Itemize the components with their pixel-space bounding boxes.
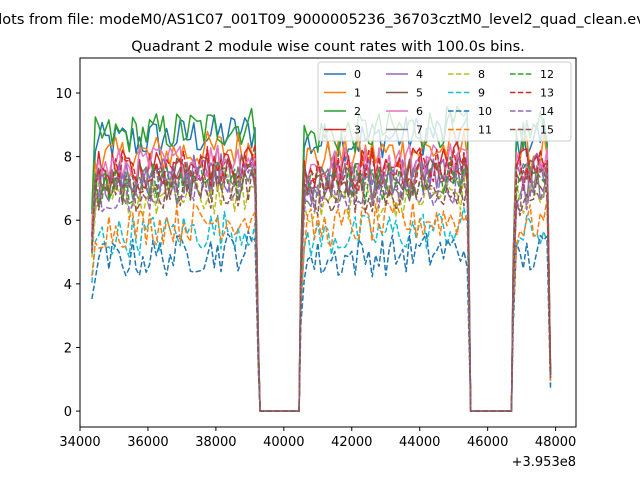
y-tick-label: 6 xyxy=(64,214,72,229)
series-line-module-15 xyxy=(91,168,552,412)
y-tick-label: 10 xyxy=(55,87,72,102)
legend-label-module-0: 0 xyxy=(354,68,361,81)
legend-label-module-1: 1 xyxy=(354,87,361,100)
legend-label-module-2: 2 xyxy=(354,105,361,118)
legend-label-module-13: 13 xyxy=(540,87,554,100)
series-line-module-7 xyxy=(91,157,552,412)
y-tick-label: 4 xyxy=(64,278,72,293)
y-tick-label: 0 xyxy=(64,405,72,420)
legend-label-module-14: 14 xyxy=(540,105,554,118)
legend-label-module-11: 11 xyxy=(478,124,492,137)
series-line-module-9 xyxy=(91,207,552,412)
legend-label-module-7: 7 xyxy=(416,124,423,137)
x-tick-label: 38000 xyxy=(195,435,236,450)
series-line-module-14 xyxy=(91,163,552,412)
x-tick-label: 44000 xyxy=(399,435,440,450)
series-line-module-12 xyxy=(91,156,552,412)
x-tick-label: 40000 xyxy=(263,435,304,450)
y-tick-label: 2 xyxy=(64,341,72,356)
series-line-module-8 xyxy=(91,173,552,412)
figure-suptitle: Plots from file: modeM0/AS1C07_001T09_90… xyxy=(0,12,640,28)
plot-frame xyxy=(79,57,577,428)
legend-label-module-6: 6 xyxy=(416,105,423,118)
series-layer xyxy=(91,105,552,412)
legend-label-module-3: 3 xyxy=(354,124,361,137)
legend-label-module-4: 4 xyxy=(416,68,423,81)
x-tick-label: 42000 xyxy=(331,435,372,450)
legend-label-module-8: 8 xyxy=(478,68,485,81)
x-tick-label: 46000 xyxy=(467,435,508,450)
series-line-module-5 xyxy=(91,153,552,412)
x-axis: 34000 36000 38000 40000 42000 44000 46000 48000 xyxy=(59,427,576,450)
y-tick-label: 8 xyxy=(64,151,72,166)
series-line-module-11 xyxy=(91,197,552,412)
y-axis: 0 2 4 6 8 10 xyxy=(55,87,80,420)
series-line-module-10 xyxy=(91,230,552,412)
x-tick-label: 48000 xyxy=(535,435,576,450)
chart-title: Quadrant 2 module wise count rates with … xyxy=(131,39,525,55)
legend-box xyxy=(317,61,572,142)
x-tick-label: 36000 xyxy=(127,435,168,450)
series-line-module-13 xyxy=(91,143,552,412)
x-tick-label: 34000 xyxy=(59,435,100,450)
x-offset-label: +3.953e8 xyxy=(512,455,576,470)
legend-label-module-12: 12 xyxy=(540,68,554,81)
legend-label-module-5: 5 xyxy=(416,87,423,100)
legend-label-module-9: 9 xyxy=(478,87,485,100)
legend-label-module-10: 10 xyxy=(478,105,492,118)
legend-label-module-15: 15 xyxy=(540,124,554,137)
